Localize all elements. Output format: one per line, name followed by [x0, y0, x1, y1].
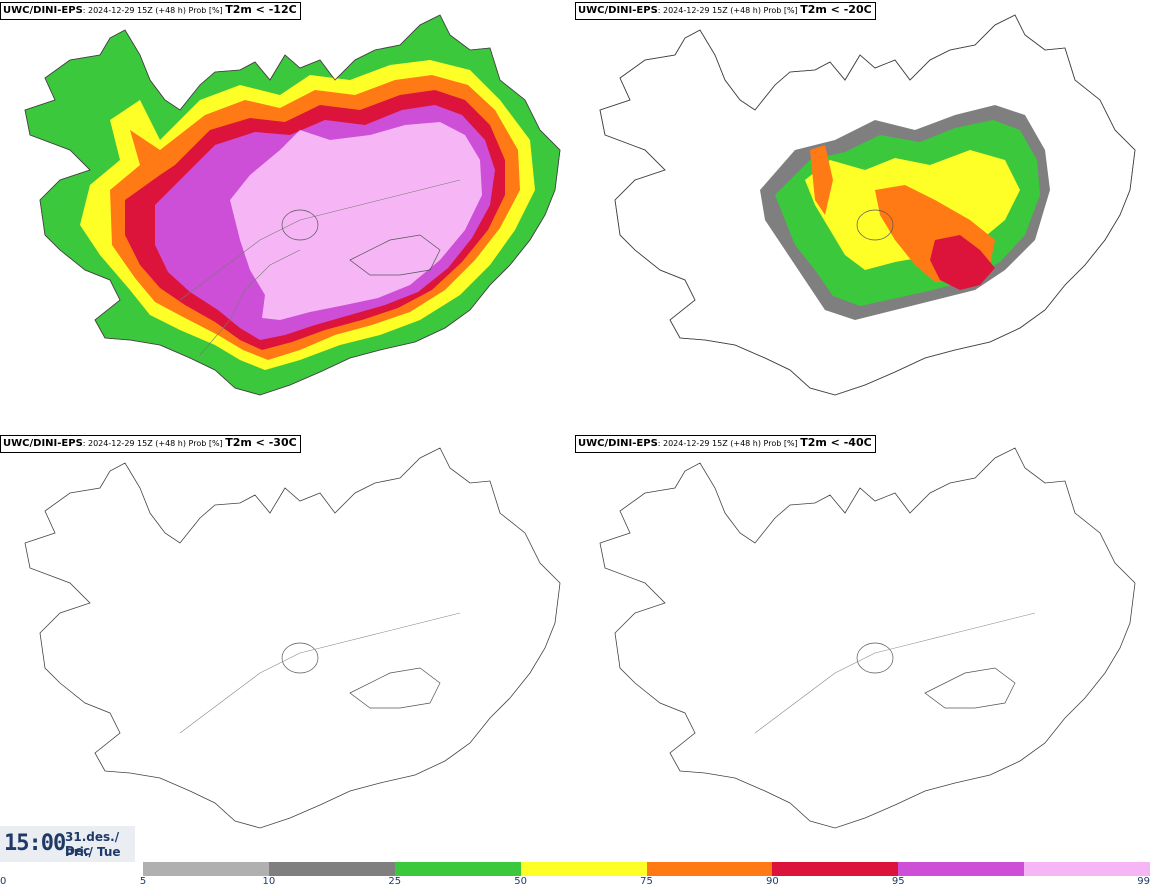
run-info: : 2024-12-29 15Z (+48 h) Prob [%] — [82, 439, 226, 448]
probability-map — [599, 14, 1136, 396]
panel-title: UWC/DINI-EPS: 2024-12-29 15Z (+48 h) Pro… — [0, 2, 301, 20]
scale-class-99-100 — [1024, 862, 1150, 876]
run-info: : 2024-12-29 15Z (+48 h) Prob [%] — [657, 439, 801, 448]
threshold-label: T2m < -30C — [225, 436, 297, 449]
model-name: UWC/DINI-EPS — [578, 5, 658, 16]
probability-map — [599, 447, 1136, 829]
map-panel-t2m-minus-20: UWC/DINI-EPS: 2024-12-29 15Z (+48 h) Pro… — [575, 0, 1150, 430]
panel-title: UWC/DINI-EPS: 2024-12-29 15Z (+48 h) Pro… — [575, 435, 876, 453]
run-info: : 2024-12-29 15Z (+48 h) Prob [%] — [82, 6, 226, 15]
scale-class-10-25 — [268, 862, 395, 876]
scale-tick-label: 0 — [0, 876, 7, 887]
scale-tick-label: 95 — [891, 876, 905, 887]
threshold-label: T2m < -40C — [800, 436, 872, 449]
scale-tick-label: 50 — [514, 876, 527, 887]
model-name: UWC/DINI-EPS — [3, 438, 83, 449]
valid-time-box: 15:00 31.des./ Dec Þri./ Tue — [0, 826, 135, 862]
valid-day: Þri./ Tue — [65, 845, 121, 859]
scale-tick-label: 90 — [766, 876, 779, 887]
probability-map — [24, 447, 561, 829]
scale-class-75-90 — [646, 862, 773, 876]
panel-title: UWC/DINI-EPS: 2024-12-29 15Z (+48 h) Pro… — [0, 435, 301, 453]
probability-color-scale — [143, 862, 1150, 876]
scale-tick-label: 99 — [1137, 876, 1150, 887]
model-name: UWC/DINI-EPS — [3, 5, 83, 16]
scale-tick-label: 10 — [262, 876, 276, 887]
run-info: : 2024-12-29 15Z (+48 h) Prob [%] — [657, 6, 801, 15]
scale-class-50-75 — [520, 862, 647, 876]
scale-tick-label: 75 — [640, 876, 653, 887]
probability-map — [24, 14, 561, 396]
scale-class-90-95 — [772, 862, 899, 876]
valid-time: 15:00 — [4, 831, 66, 856]
threshold-label: T2m < -20C — [800, 3, 872, 16]
scale-tick-label: 25 — [388, 876, 402, 887]
model-name: UWC/DINI-EPS — [578, 438, 658, 449]
map-panel-t2m-minus-30: UWC/DINI-EPS: 2024-12-29 15Z (+48 h) Pro… — [0, 433, 575, 863]
panel-title: UWC/DINI-EPS: 2024-12-29 15Z (+48 h) Pro… — [575, 2, 876, 20]
threshold-label: T2m < -12C — [225, 3, 297, 16]
map-panel-t2m-minus-40: UWC/DINI-EPS: 2024-12-29 15Z (+48 h) Pro… — [575, 433, 1150, 863]
scale-class-5-10 — [143, 862, 269, 876]
scale-tick-label: 5 — [139, 876, 147, 887]
valid-date: 31.des./ Dec — [65, 830, 120, 858]
scale-class-95-99 — [898, 862, 1025, 876]
map-panel-t2m-minus-12: UWC/DINI-EPS: 2024-12-29 15Z (+48 h) Pro… — [0, 0, 575, 430]
scale-class-25-50 — [394, 862, 521, 876]
